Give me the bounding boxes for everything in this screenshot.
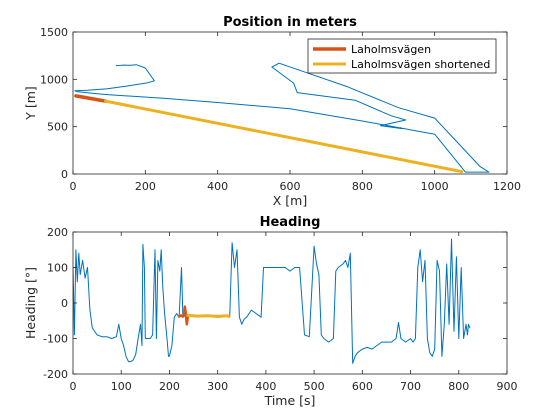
- y-axis-label: Y [m]: [23, 86, 38, 121]
- x-tick-label: 800: [448, 380, 469, 393]
- y-tick-label: 500: [47, 121, 68, 134]
- x-tick-label: 600: [280, 180, 301, 193]
- chart-title: Heading: [260, 215, 321, 230]
- legend-label-0: Laholmsvägen: [351, 43, 431, 56]
- y-tick-label: 1000: [40, 73, 68, 86]
- y-tick-label: 1500: [40, 26, 68, 39]
- x-tick-label: 0: [70, 380, 77, 393]
- x-tick-label: 0: [70, 180, 77, 193]
- heading-chart: 0 100 200 300 400 500 600 700 800 900 -200 -100 0 100…: [23, 215, 518, 408]
- x-tick-label: 100: [111, 380, 132, 393]
- legend-box: [307, 38, 497, 74]
- series-line-0: [74, 62, 490, 173]
- legend: Laholmsvägen Laholmsvägen shortened: [307, 38, 497, 74]
- series-line-1: [74, 94, 108, 103]
- x-tick-label: 1000: [421, 180, 449, 193]
- x-axis-label: Time [s]: [264, 393, 316, 408]
- legend-label-1: Laholmsvägen shortened: [351, 58, 490, 71]
- series-line-2: [186, 313, 231, 318]
- y-tick-label: -200: [43, 368, 68, 381]
- series-line-0: [73, 238, 471, 364]
- x-tick-label: 200: [135, 180, 156, 193]
- y-tick-label: 0: [61, 297, 68, 310]
- series-line-2: [104, 99, 464, 174]
- x-tick-label: 500: [304, 380, 325, 393]
- x-tick-label: 400: [207, 180, 228, 193]
- y-tick-label: 0: [61, 168, 68, 181]
- x-tick-label: 1200: [493, 180, 521, 193]
- x-tick-label: 600: [352, 380, 373, 393]
- y-axis-label: Heading [°]: [23, 267, 38, 339]
- y-tick-label: 100: [47, 262, 68, 275]
- x-tick-label: 900: [497, 380, 518, 393]
- x-tick-label: 400: [255, 380, 276, 393]
- x-tick-label: 700: [400, 380, 421, 393]
- y-tick-label: 200: [47, 226, 68, 239]
- series-group: [73, 238, 471, 364]
- y-tick-label: -100: [43, 333, 68, 346]
- x-tick-label: 300: [207, 380, 228, 393]
- x-tick-label: 200: [159, 380, 180, 393]
- x-axis-label: X [m]: [273, 193, 307, 208]
- position-chart: 0 200 400 600 800 1000 1200 0 500 1000 1500 Positio…: [23, 15, 521, 208]
- chart-title: Position in meters: [223, 15, 357, 30]
- series-group: [74, 62, 490, 174]
- series-line-1: [177, 305, 190, 326]
- x-tick-label: 800: [352, 180, 373, 193]
